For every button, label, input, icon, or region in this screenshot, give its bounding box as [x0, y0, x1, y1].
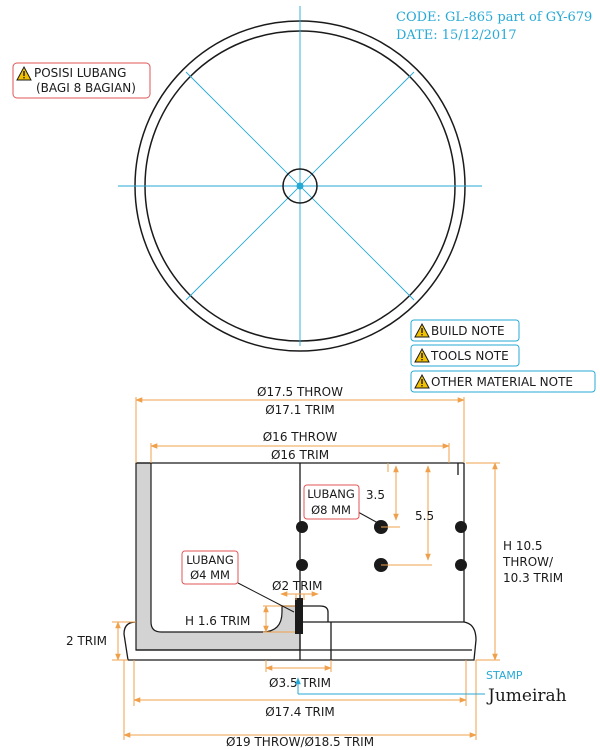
- tools-note-label: TOOLS NOTE: [430, 349, 509, 363]
- hole-8mm: [296, 559, 308, 571]
- section-outline: [123, 462, 477, 661]
- stamp-label: STAMP: [486, 669, 523, 682]
- dim-height-line2: THROW/: [502, 555, 554, 569]
- plan-view: [118, 6, 482, 352]
- dim-d19-throw: Ø19 THROW/Ø18.5 TRIM: [226, 735, 374, 749]
- hole-8mm: [455, 559, 467, 571]
- stamp-logo: Jumeirah: [486, 686, 567, 706]
- dim-5-5: 5.5: [415, 509, 434, 523]
- section-view: [123, 462, 477, 661]
- stamp: STAMP Jumeirah: [295, 669, 567, 706]
- hole-8mm: [455, 521, 467, 533]
- callout-leaders: [237, 511, 379, 613]
- hole-8mm: [296, 521, 308, 533]
- build-note-label: BUILD NOTE: [431, 324, 505, 338]
- dim-h1-6-trim: H 1.6 TRIM: [185, 614, 250, 628]
- lubang-8mm-line2: Ø8 MM: [311, 503, 351, 517]
- dim-d17-5-throw: Ø17.5 THROW: [257, 385, 343, 399]
- dim-height-line3: 10.3 TRIM: [503, 571, 563, 585]
- posisi-lubang-line2: (BAGI 8 BAGIAN): [36, 81, 136, 95]
- lubang-8mm-line1: LUBANG: [307, 487, 355, 501]
- build-note: BUILD NOTE: [410, 319, 520, 342]
- dim-d16-trim: Ø16 TRIM: [271, 448, 329, 462]
- dim-height-line1: H 10.5: [503, 539, 543, 553]
- wall-holes: [296, 520, 467, 572]
- dim-3-5: 3.5: [366, 488, 385, 502]
- posisi-lubang-line1: POSISI LUBANG: [34, 66, 126, 80]
- dim-2-trim: 2 TRIM: [66, 634, 107, 648]
- other-material-note: OTHER MATERIAL NOTE: [410, 370, 596, 393]
- other-material-note-label: OTHER MATERIAL NOTE: [431, 375, 573, 389]
- posisi-lubang-note: POSISI LUBANG (BAGI 8 BAGIAN): [12, 62, 151, 99]
- lubang-4mm-line2: Ø4 MM: [190, 568, 230, 582]
- dim-d17-1-trim: Ø17.1 TRIM: [265, 403, 335, 417]
- lubang-8mm-callout: LUBANG Ø8 MM: [303, 484, 360, 520]
- plan-centerlines: [118, 6, 482, 346]
- tools-note: TOOLS NOTE: [410, 344, 520, 367]
- date-text: DATE: 15/12/2017: [396, 28, 517, 43]
- dim-d16-throw: Ø16 THROW: [263, 430, 338, 444]
- center-dot: [296, 182, 304, 190]
- center-hole: [282, 168, 318, 204]
- code-text: CODE: GL-865 part of GY-679: [396, 10, 592, 25]
- dim-d3-5-trim: Ø3.5 TRIM: [269, 676, 331, 690]
- dim-d2-trim: Ø2 TRIM: [272, 579, 322, 593]
- dimension-lines: [112, 397, 500, 740]
- center-spigot: [295, 598, 303, 634]
- lubang-4mm-callout: LUBANG Ø4 MM: [181, 550, 239, 585]
- dim-d17-4-trim: Ø17.4 TRIM: [265, 705, 335, 719]
- lubang-4mm-line1: LUBANG: [186, 553, 234, 567]
